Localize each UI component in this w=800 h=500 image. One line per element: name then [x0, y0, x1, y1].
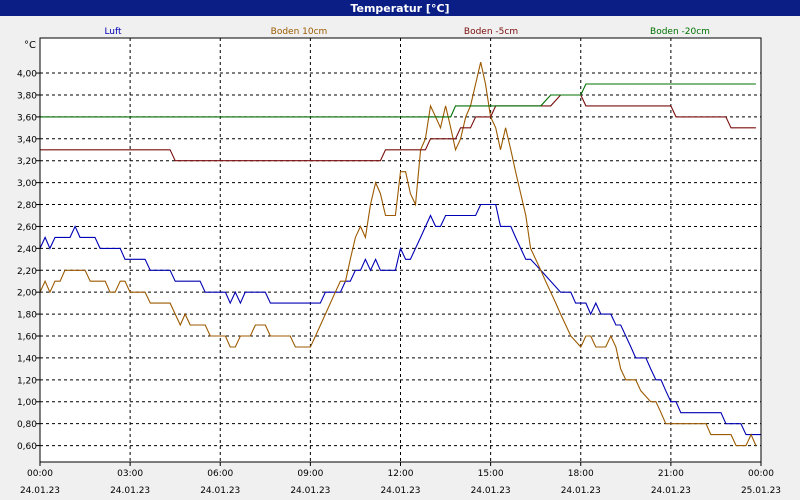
legend-entry: Luft: [104, 27, 122, 37]
x-tick-date-label: 24.01.23: [471, 486, 511, 496]
y-tick-label: 1,60: [17, 333, 37, 343]
y-tick-label: 3,60: [17, 113, 37, 123]
y-tick-label: 4,00: [17, 70, 37, 80]
y-tick-label: 2,20: [17, 267, 37, 277]
x-tick-date-label: 24.01.23: [651, 486, 691, 496]
x-tick-time-label: 00:00: [748, 469, 774, 479]
x-tick-date-label: 24.01.23: [380, 486, 420, 496]
x-tick-date-label: 24.01.23: [561, 486, 601, 496]
y-tick-label: 3,80: [17, 91, 37, 101]
series-line-boden-20cm: [40, 83, 756, 118]
y-tick-label: 3,40: [17, 135, 37, 145]
y-tick-label: 3,00: [17, 179, 37, 189]
y-tick-label: 0,80: [17, 420, 37, 430]
x-tick-time-label: 18:00: [568, 469, 594, 479]
x-tick-time-label: 09:00: [297, 469, 323, 479]
x-tick-date-label: 24.01.23: [110, 486, 150, 496]
legend-entry: Boden -5cm: [464, 27, 518, 37]
y-tick-label: 1,80: [17, 311, 37, 321]
x-tick-time-label: 03:00: [117, 469, 143, 479]
y-tick-label: 3,20: [17, 157, 37, 167]
y-tick-label: 1,40: [17, 354, 37, 364]
y-tick-label: 2,00: [17, 289, 37, 299]
y-tick-label: 2,40: [17, 245, 37, 255]
series-line-luft: [39, 203, 761, 436]
legend-entry: Boden -20cm: [650, 27, 710, 37]
x-tick-date-label: 24.01.23: [20, 486, 60, 496]
legend-entry: Boden 10cm: [271, 27, 328, 37]
x-tick-date-label: 24.01.23: [290, 486, 330, 496]
y-tick-label: 0,60: [17, 442, 37, 452]
x-tick-time-label: 12:00: [388, 469, 414, 479]
series-line-boden-10cm: [39, 61, 757, 447]
plot-border: [39, 37, 762, 463]
y-tick-label: 1,00: [17, 398, 37, 408]
x-tick-date-label: 25.01.23: [741, 486, 781, 496]
y-tick-label: 1,20: [17, 376, 37, 386]
y-axis-unit-label: °C: [24, 40, 36, 51]
y-tick-label: 2,80: [17, 201, 37, 211]
x-tick-time-label: 06:00: [207, 469, 233, 479]
x-tick-time-label: 00:00: [27, 469, 53, 479]
title-bar: [0, 0, 800, 16]
chart-title: Temperatur [°C]: [350, 2, 449, 15]
series-line-boden-5cm: [40, 94, 756, 162]
x-tick-date-label: 24.01.23: [200, 486, 240, 496]
x-tick-time-label: 15:00: [478, 469, 504, 479]
y-tick-label: 2,60: [17, 223, 37, 233]
x-tick-time-label: 21:00: [658, 469, 684, 479]
